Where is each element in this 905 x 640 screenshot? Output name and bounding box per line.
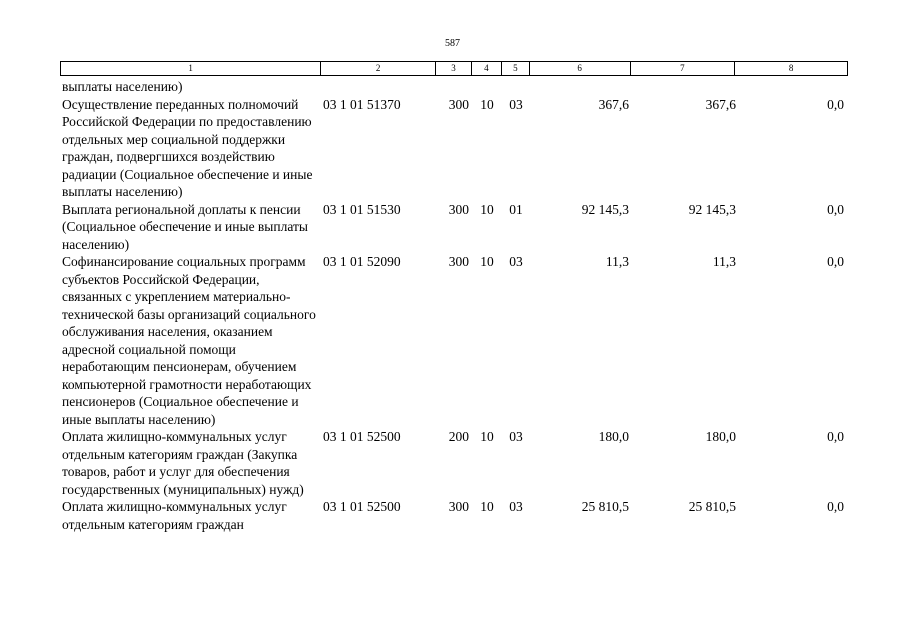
row-code: 03 1 01 52090 [323,254,401,269]
row-value-8: 0,0 [827,254,844,269]
row-value-6: 25 810,5 [581,499,629,514]
row-code: 03 1 01 51530 [323,201,401,217]
row-code: 03 1 01 52500 [323,499,401,514]
row-value-6: 11,3 [605,254,629,269]
row-name: Осуществление переданных полномочий Росс… [62,96,313,200]
row-vr: 300 [448,201,469,217]
row-name: выплаты населению) [62,79,183,94]
row-vr: 300 [448,96,469,112]
row-value-7: 367,6 [705,96,736,112]
row-pr: 03 [509,254,523,269]
row-value-7: 11,3 [712,254,736,269]
row-value-8: 0,0 [827,499,844,514]
row-code: 03 1 01 51370 [323,96,401,112]
table-row: Оплата жилищно-коммунальных услуг отдель… [60,428,848,498]
row-value-6: 367,6 [598,96,629,112]
header-col-1: 1 [61,62,322,75]
row-value-8: 0,0 [827,96,844,112]
row-rz: 10 [480,429,494,444]
row-name: Оплата жилищно-коммунальных услуг отдель… [62,499,287,532]
header-col-5: 5 [502,62,530,75]
header-col-4: 4 [472,62,502,75]
table-header: 1 2 3 4 5 6 7 8 [60,61,848,76]
table-row: выплаты населению) [60,78,848,96]
header-col-7: 7 [631,62,736,75]
header-col-6: 6 [530,62,631,75]
row-rz: 10 [480,96,494,112]
table-row: Осуществление переданных полномочий Росс… [60,96,848,201]
table-row: Оплата жилищно-коммунальных услуг отдель… [60,498,848,533]
header-col-3: 3 [436,62,472,75]
row-name: Оплата жилищно-коммунальных услуг отдель… [62,429,304,497]
row-value-8: 0,0 [827,201,844,217]
row-value-6: 92 145,3 [581,201,629,217]
row-value-7: 180,0 [705,429,736,444]
row-vr: 300 [448,254,469,269]
row-pr: 03 [509,429,523,444]
row-name: Выплата региональной доплаты к пенсии (С… [62,201,308,252]
table-body: выплаты населению) Осуществление передан… [60,78,848,533]
header-col-8: 8 [788,63,794,73]
row-rz: 10 [480,254,494,269]
table-row: Выплата региональной доплаты к пенсии (С… [60,201,848,254]
row-pr: 03 [509,499,523,514]
row-value-6: 180,0 [598,429,629,444]
row-value-7: 92 145,3 [688,201,736,217]
header-col-2: 2 [321,62,437,75]
table-row: Софинансирование социальных программ суб… [60,253,848,428]
row-rz: 10 [480,201,494,217]
row-rz: 10 [480,499,494,514]
row-value-8: 0,0 [827,429,844,444]
row-code: 03 1 01 52500 [323,429,401,444]
row-value-7: 25 810,5 [688,499,736,514]
page-number: 587 [445,38,460,49]
row-pr: 03 [509,96,523,112]
row-vr: 200 [448,429,469,444]
row-pr: 01 [509,201,523,217]
row-vr: 300 [448,499,469,514]
row-name: Софинансирование социальных программ суб… [62,254,316,427]
